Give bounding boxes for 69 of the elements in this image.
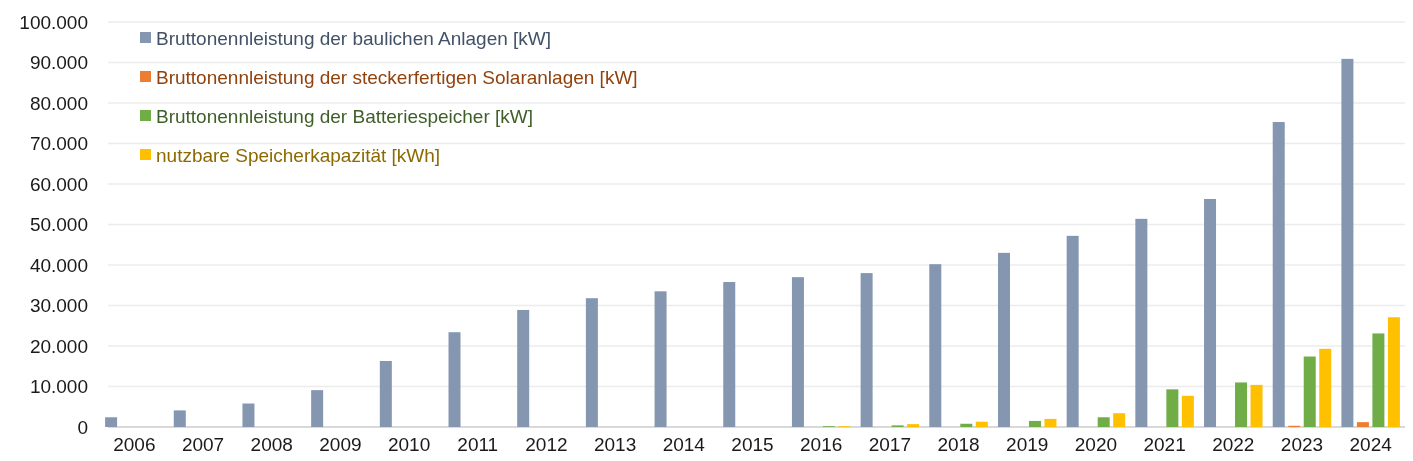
y-tick-label: 50.000 xyxy=(29,214,88,236)
bar xyxy=(1272,122,1285,427)
x-tick-label: 2011 xyxy=(457,434,499,455)
bar xyxy=(1066,235,1079,427)
x-tick-label: 2007 xyxy=(181,434,225,455)
x-tick-label: 2021 xyxy=(1143,434,1186,455)
bar xyxy=(448,332,461,427)
y-tick-label: 30.000 xyxy=(29,295,88,317)
x-tick-label: 2009 xyxy=(319,434,362,455)
legend-label: Bruttonennleistung der Batteriespeicher [kW] xyxy=(156,105,534,127)
x-tick-label: 2015 xyxy=(731,434,774,455)
bar xyxy=(654,291,667,427)
y-tick-label: 90.000 xyxy=(29,52,88,74)
bar xyxy=(723,282,736,427)
bar xyxy=(1044,418,1057,427)
bar xyxy=(311,390,324,427)
bar xyxy=(1097,417,1110,427)
bar xyxy=(975,421,988,427)
y-tick-label: 80.000 xyxy=(29,92,88,114)
legend-label: Bruttonennleistung der baulichen Anlagen [kW] xyxy=(156,27,552,49)
bar xyxy=(1135,218,1148,427)
legend-label: Bruttonennleistung der steckerfertigen Solaranlagen [kW] xyxy=(156,66,638,88)
bar xyxy=(929,264,942,427)
x-tick-label: 2023 xyxy=(1280,434,1324,455)
bar xyxy=(1235,382,1248,427)
y-tick-label: 0 xyxy=(77,416,88,438)
legend-label: nutzbare Speicherkapazität [kWh] xyxy=(156,144,441,166)
bar xyxy=(1204,198,1217,427)
bar xyxy=(1387,317,1400,427)
y-tick-label: 100.000 xyxy=(19,11,88,33)
x-tick-label: 2016 xyxy=(800,434,843,455)
bar xyxy=(907,424,920,427)
bar xyxy=(1250,384,1263,427)
bar xyxy=(960,423,973,427)
bar xyxy=(1341,58,1354,427)
x-tick-label: 2020 xyxy=(1074,434,1118,455)
y-tick-label: 60.000 xyxy=(29,173,88,195)
bar xyxy=(1372,333,1385,427)
bar xyxy=(1356,422,1369,427)
bar xyxy=(585,298,598,427)
bar xyxy=(997,252,1010,427)
bar xyxy=(517,309,530,427)
bar xyxy=(1113,413,1126,427)
y-tick-label: 10.000 xyxy=(29,376,88,398)
bar xyxy=(1319,348,1332,427)
y-tick-label: 70.000 xyxy=(29,133,88,155)
x-tick-label: 2012 xyxy=(525,434,568,455)
bar xyxy=(105,417,118,427)
y-tick-label: 40.000 xyxy=(29,254,88,276)
bar xyxy=(1303,356,1316,427)
bar xyxy=(791,277,804,427)
bar xyxy=(1028,420,1041,427)
x-tick-label: 2013 xyxy=(593,434,637,455)
bar xyxy=(379,360,392,427)
bar xyxy=(1166,389,1179,427)
bar xyxy=(1181,395,1194,427)
x-tick-label: 2008 xyxy=(250,434,293,455)
x-tick-label: 2017 xyxy=(868,434,912,455)
x-tick-label: 2014 xyxy=(662,434,706,455)
x-tick-label: 2022 xyxy=(1212,434,1255,455)
bar xyxy=(173,410,186,427)
x-tick-label: 2010 xyxy=(387,434,431,455)
bar xyxy=(242,403,255,427)
y-tick-label: 20.000 xyxy=(29,335,88,357)
bar xyxy=(860,273,873,427)
x-tick-label: 2018 xyxy=(937,434,980,455)
x-tick-label: 2019 xyxy=(1006,434,1049,455)
x-tick-label: 2024 xyxy=(1349,434,1393,455)
x-tick-label: 2006 xyxy=(113,434,156,455)
